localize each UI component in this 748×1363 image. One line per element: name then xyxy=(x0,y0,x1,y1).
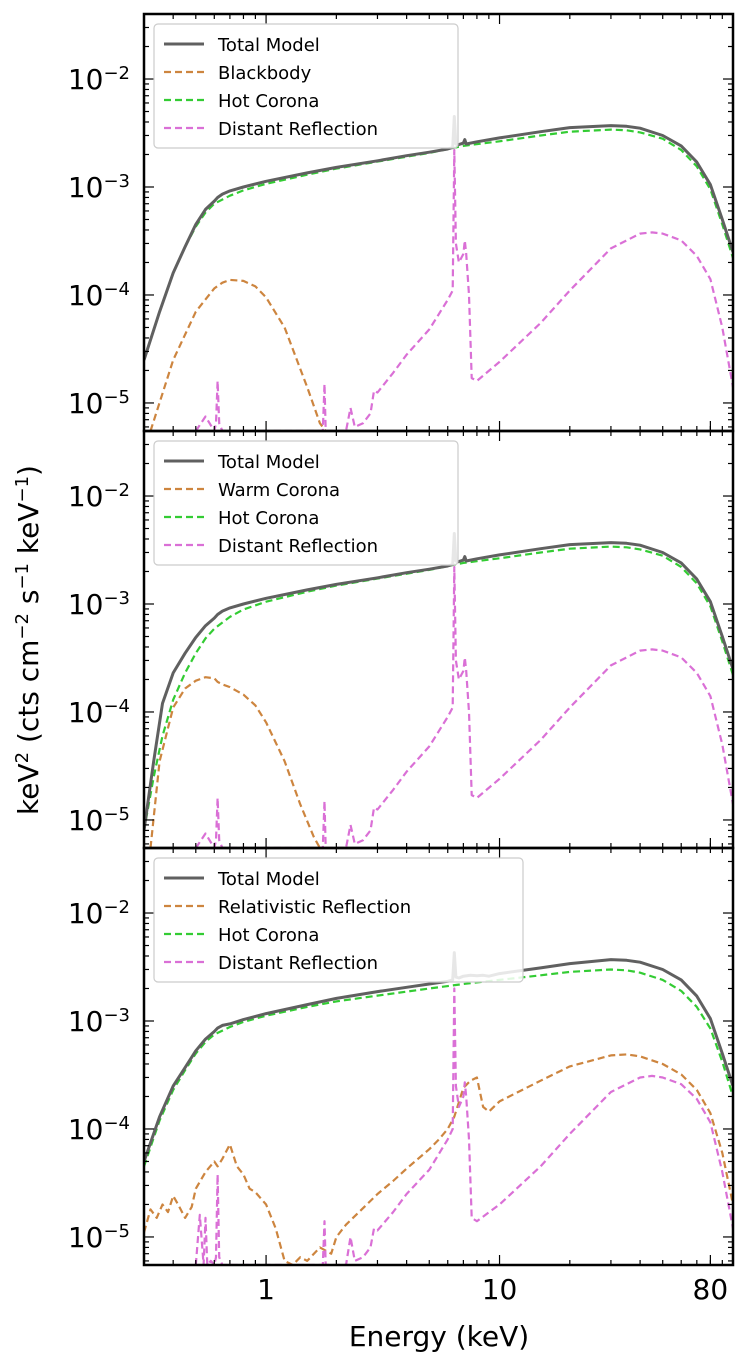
x-axis-label: Energy (keV) xyxy=(349,1320,529,1353)
x-tick-label: 80 xyxy=(693,1273,729,1306)
series-line-hot-corona xyxy=(144,968,733,1167)
x-tick-label: 10 xyxy=(482,1273,518,1306)
y-tick-label: 10−3 xyxy=(68,170,130,204)
ylabel-part-sup: −2 xyxy=(12,613,33,640)
series-line-hot-corona xyxy=(144,128,733,361)
series-line-warm-corona xyxy=(149,676,321,848)
y-tick-base: 10 xyxy=(68,1005,104,1038)
y-tick-exp: −5 xyxy=(103,386,130,407)
legend-label: Hot Corona xyxy=(218,91,319,112)
legend: Total Model Relativistic Reflection Hot Co… xyxy=(153,857,524,983)
series-group xyxy=(144,532,733,848)
ylabel-part-sup: −1 xyxy=(12,476,33,503)
y-tick-base: 10 xyxy=(68,63,104,96)
ylabel-part: s xyxy=(12,590,45,614)
y-tick-base: 10 xyxy=(68,387,104,420)
series-line-hot-corona xyxy=(144,545,733,831)
y-tick-exp: −4 xyxy=(103,1112,130,1133)
y-tick-label: 10−5 xyxy=(68,1220,130,1254)
legend-label: Hot Corona xyxy=(218,925,319,946)
y-tick-exp: −5 xyxy=(103,1220,130,1241)
y-tick-base: 10 xyxy=(68,279,104,312)
y-tick-base: 10 xyxy=(68,1113,104,1146)
legend-label: Total Model xyxy=(217,869,320,890)
ylabel-part: ) xyxy=(12,465,45,476)
y-tick-base: 10 xyxy=(68,480,104,513)
ylabel-part: keV xyxy=(12,502,45,563)
y-tick-label: 10−5 xyxy=(68,386,130,420)
y-tick-label: 10−3 xyxy=(68,587,130,621)
y-tick-base: 10 xyxy=(68,696,104,729)
series-line-total-model xyxy=(144,115,733,361)
x-tick-label: 1 xyxy=(257,1273,275,1306)
y-tick-exp: −5 xyxy=(103,803,130,824)
legend-label: Total Model xyxy=(217,452,320,473)
y-tick-base: 10 xyxy=(68,1221,104,1254)
y-tick-base: 10 xyxy=(68,588,104,621)
series-line-distant-reflection xyxy=(194,987,733,1265)
series-line-relativistic-reflection xyxy=(144,1053,733,1265)
legend-label: Hot Corona xyxy=(218,508,319,529)
y-tick-label: 10−2 xyxy=(68,480,130,513)
y-tick-label: 10−5 xyxy=(68,803,130,837)
legend-box xyxy=(153,440,459,566)
y-tick-exp: −3 xyxy=(103,587,130,608)
series-group xyxy=(144,951,733,1265)
y-tick-exp: −2 xyxy=(103,63,130,84)
y-tick-label: 10−4 xyxy=(68,278,130,312)
y-tick-exp: −3 xyxy=(103,170,130,191)
legend-label: Relativistic Reflection xyxy=(218,897,411,918)
y-tick-label: 10−4 xyxy=(68,695,130,729)
legend-label: Blackbody xyxy=(218,63,312,84)
y-tick-label: 10−4 xyxy=(68,1112,130,1146)
legend-label: Distant Reflection xyxy=(218,536,378,557)
y-tick-base: 10 xyxy=(68,171,104,204)
y-tick-base: 10 xyxy=(68,804,104,837)
y-tick-base: 10 xyxy=(68,897,104,930)
series-group xyxy=(144,115,733,431)
ylabel-part: (cts cm xyxy=(12,640,45,752)
legend-box xyxy=(153,23,459,149)
y-tick-label: 10−2 xyxy=(68,897,130,931)
y-tick-label: 10−2 xyxy=(68,63,130,97)
y-tick-exp: −3 xyxy=(103,1004,130,1025)
ylabel-part-sup: 2 xyxy=(12,752,33,763)
series-line-distant-reflection xyxy=(194,148,733,431)
legend: Total Model Warm Corona Hot Corona Distant … xyxy=(153,440,459,566)
y-axis-label: keV2 (cts cm−2 s−1 keV−1) xyxy=(12,465,46,815)
plot-frame xyxy=(142,846,735,1267)
legend-label: Warm Corona xyxy=(218,480,340,501)
series-line-distant-reflection xyxy=(194,565,733,848)
series-line-total-model xyxy=(144,532,733,831)
legend-label: Distant Reflection xyxy=(218,953,378,974)
y-tick-label: 10−3 xyxy=(68,1004,130,1038)
ylabel-part: keV xyxy=(12,763,45,815)
series-line-blackbody xyxy=(149,278,327,431)
y-tick-exp: −2 xyxy=(103,897,130,918)
y-tick-exp: −4 xyxy=(103,695,130,716)
y-tick-exp: −2 xyxy=(103,480,130,501)
legend-box xyxy=(153,857,524,983)
legend-label: Total Model xyxy=(217,35,320,56)
ylabel-part-sup: −1 xyxy=(12,563,33,590)
y-tick-exp: −4 xyxy=(103,278,130,299)
legend-label: Distant Reflection xyxy=(218,119,378,140)
legend: Total Model Blackbody Hot Corona Distant Re… xyxy=(153,23,459,149)
